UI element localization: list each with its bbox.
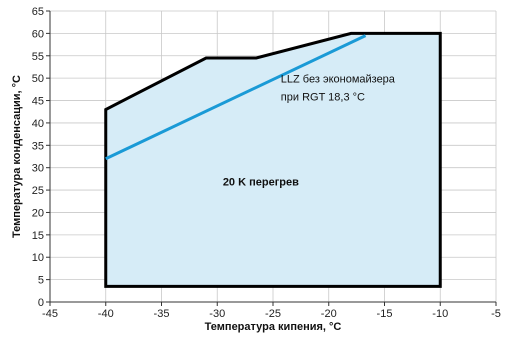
y-tick-label: 40 — [32, 118, 44, 130]
x-tick-label: -10 — [432, 308, 448, 320]
y-tick-label: 60 — [32, 28, 44, 40]
y-tick-label: 5 — [38, 275, 44, 287]
y-tick-label: 0 — [38, 297, 44, 309]
x-tick-label: -35 — [154, 308, 170, 320]
x-tick-label: -30 — [209, 308, 225, 320]
x-tick-label: -25 — [265, 308, 281, 320]
x-tick-label: -20 — [321, 308, 337, 320]
y-tick-label: 30 — [32, 163, 44, 175]
y-tick-label: 15 — [32, 230, 44, 242]
y-tick-label: 45 — [32, 96, 44, 108]
annotation-llz: LLZ без экономайзера — [281, 74, 396, 86]
x-tick-label: -15 — [377, 308, 393, 320]
x-tick-label: -40 — [98, 308, 114, 320]
envelope-layer — [104, 31, 442, 288]
ticks-layer: 0 5 10 15 20 25 30 35 40 45 50 55 60 65 -45 -40 -35 -30 -2… — [32, 6, 501, 320]
x-tick-label: -45 — [42, 308, 58, 320]
operating-envelope — [104, 31, 442, 288]
annotation-llz: при RGT 18,3 °C — [281, 92, 365, 104]
series-layer — [105, 34, 367, 161]
x-tick-label: -5 — [491, 308, 501, 320]
y-tick-label: 25 — [32, 185, 44, 197]
y-axis-title: Температура конденсации, °C — [11, 75, 23, 238]
annotation-superheat: 20 K перегрев — [223, 177, 299, 189]
y-tick-label: 50 — [32, 73, 44, 85]
y-tick-label: 55 — [32, 51, 44, 63]
y-tick-label: 35 — [32, 140, 44, 152]
series-line — [105, 34, 367, 161]
y-tick-label: 20 — [32, 207, 44, 219]
annotations-layer: LLZ без экономайзера при RGT 18,3 °C 20 K … — [223, 74, 396, 189]
y-tick-label: 65 — [32, 6, 44, 18]
y-tick-label: 10 — [32, 252, 44, 264]
x-axis-title: Температура кипения, °C — [205, 321, 342, 333]
